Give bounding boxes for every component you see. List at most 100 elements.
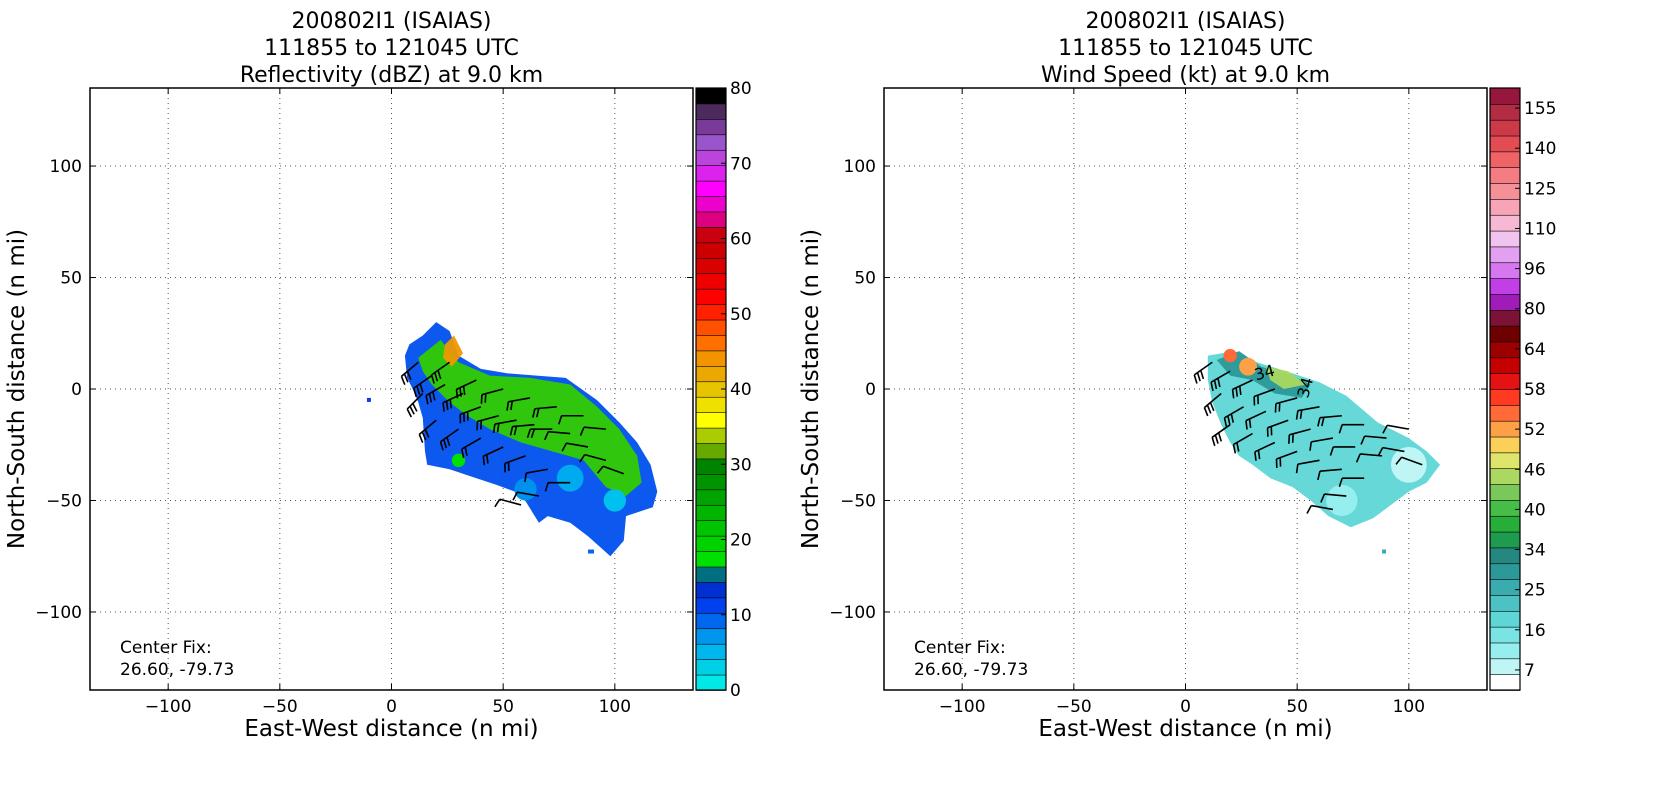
wind-barb — [439, 428, 459, 451]
colorbar-swatch — [1489, 135, 1521, 153]
colorbar-swatch — [695, 489, 727, 506]
x-tick-label: 100 — [1393, 697, 1425, 717]
wind-barb-flag — [1299, 409, 1303, 419]
reflectivity-speck — [366, 397, 371, 402]
wind-barb — [504, 455, 526, 473]
wind-barb — [1317, 414, 1342, 427]
wind-barb-flag — [1295, 464, 1299, 474]
colorbar-swatch — [695, 535, 727, 552]
wind-barb — [512, 491, 540, 501]
wind-barb-shaft — [1360, 453, 1383, 457]
colorbar-tick-label: 34 — [1524, 541, 1546, 561]
wind-barb-flag — [459, 387, 462, 397]
wind-barb — [482, 446, 504, 466]
wind-barb-flag — [1317, 417, 1321, 427]
wind-barb-flag — [460, 448, 465, 459]
colorbar-tick-label: 40 — [1524, 500, 1546, 520]
colorbar-swatch — [1489, 119, 1521, 137]
colorbar-tick-label: 0 — [730, 681, 741, 701]
wind-barb — [561, 442, 589, 452]
colorbar-tick-label: 155 — [1524, 99, 1556, 119]
colorbar-tick-label: 50 — [730, 305, 752, 325]
wind-barb-flag — [1360, 435, 1366, 445]
wind-barb-shaft — [1311, 504, 1334, 511]
wind-barb-flag — [1232, 444, 1237, 454]
wind-barb-flag — [1257, 450, 1261, 460]
colorbar-swatch — [695, 164, 727, 182]
wind-barb — [524, 468, 548, 483]
colorbar-tick-label: 58 — [1524, 380, 1546, 400]
wind-barb-shaft — [1401, 456, 1423, 466]
y-axis-label: North-South distance (n mi) — [798, 229, 824, 549]
wind-barb-flag — [409, 405, 415, 415]
reflectivity-speck — [588, 549, 595, 554]
wind-barb — [1210, 370, 1231, 392]
colorbar-swatch — [1489, 452, 1521, 470]
wind-barb-shaft — [1387, 424, 1409, 430]
colorbar-swatch — [695, 350, 727, 367]
colorbar-swatch — [1489, 515, 1521, 533]
wind-barb-flag — [544, 482, 549, 492]
contour-label: 34 — [1252, 361, 1277, 385]
colorbar-swatch — [695, 134, 727, 151]
wind-barb-flag — [526, 428, 532, 438]
wind-barb-flag — [1309, 441, 1313, 451]
colorbar-tick-label: 30 — [730, 455, 752, 475]
wind-barb — [1360, 435, 1387, 445]
wind-barb — [1245, 410, 1267, 430]
y-tick-label: −50 — [46, 491, 82, 511]
wind-barb — [455, 379, 477, 399]
colorbar-swatch — [1489, 166, 1521, 184]
wind-barb-shaft — [1319, 468, 1342, 472]
wind-barb-flag — [530, 428, 536, 438]
wind-barb-flag — [1217, 432, 1223, 442]
colorbar-swatch — [1489, 246, 1521, 264]
wind-barb-flag — [421, 431, 427, 441]
wind-barb-flag — [462, 385, 466, 396]
chart-title-line: 111855 to 121045 UTC — [264, 36, 519, 61]
wind-barb-flag — [424, 428, 430, 438]
colorbar-tick-label: 20 — [730, 531, 752, 551]
wind-barb — [1382, 424, 1409, 434]
wind-barb-flag — [1214, 434, 1219, 444]
wind-barb — [494, 498, 522, 508]
colorbar-swatch — [695, 550, 727, 568]
colorbar-swatch — [695, 504, 727, 522]
x-tick-label: 100 — [599, 697, 631, 717]
wind-barb — [1338, 423, 1365, 434]
chart-title-line: Wind Speed (kt) at 9.0 km — [1041, 63, 1330, 88]
wind-barb-flag — [1238, 385, 1242, 396]
colorbar-swatch — [695, 288, 727, 305]
x-tick-label: 0 — [386, 697, 397, 717]
contour-label: 34 — [1293, 375, 1317, 400]
chart-title-line: 111855 to 121045 UTC — [1058, 36, 1313, 61]
colorbar-swatch — [1489, 182, 1521, 200]
wind-barb — [579, 453, 607, 463]
colorbar-swatch — [695, 303, 727, 321]
wind-barb-flag — [1196, 372, 1201, 382]
wind-barb — [1223, 406, 1244, 427]
wind-barb-shaft — [517, 491, 540, 497]
colorbar-swatch — [1489, 610, 1521, 628]
colorbar-swatch — [695, 319, 727, 336]
colorbar-swatch — [1489, 594, 1521, 612]
colorbar-tick-label: 64 — [1524, 340, 1546, 360]
x-tick-label: 0 — [1180, 697, 1191, 717]
wind-barb — [418, 419, 437, 444]
wind-barb — [1275, 450, 1298, 468]
colorbar-swatch — [695, 242, 727, 259]
wind-barb-shaft — [566, 442, 589, 448]
center-fix-annotation: 26.60, -79.73 — [120, 660, 234, 680]
wind-barb-flag — [1320, 493, 1326, 503]
colorbar-swatch — [695, 566, 727, 583]
colorbar-swatch — [695, 411, 727, 429]
wind-barb — [558, 414, 584, 425]
wind-barb-flag — [1206, 404, 1212, 414]
colorbar-tick-label: 110 — [1524, 219, 1556, 239]
wind-barb-flag — [512, 491, 518, 501]
wind-barb — [1295, 459, 1320, 474]
wind-barb-shaft — [526, 468, 548, 474]
wind-barb-flag — [1209, 402, 1215, 412]
wind-barb-shaft — [1297, 459, 1320, 465]
